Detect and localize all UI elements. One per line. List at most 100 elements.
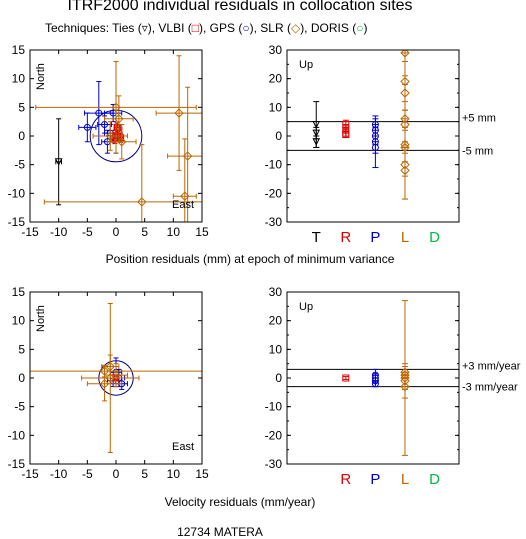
x-tick-label: 15: [195, 225, 209, 239]
legend-part: ), DORIS (: [300, 21, 357, 35]
technique-column-label: T: [312, 229, 321, 246]
y-tick-label: 0: [275, 371, 282, 385]
east-label: East: [172, 199, 194, 211]
gps-point: [101, 121, 109, 129]
vlbi-point: [342, 131, 350, 139]
pos-up-panel: +5 mm -5 mm -30 -20 -10 0 10 20 30 T R P L D Up: [265, 43, 496, 246]
y-tick-label: 0: [18, 371, 25, 385]
east-label: East: [172, 441, 194, 453]
legend-part: ○: [356, 21, 364, 35]
y-tick-label: -10: [265, 158, 283, 172]
vlbi-point: [342, 374, 350, 382]
ties-point: [54, 158, 63, 166]
position-x-label: Position residuals (mm) at epoch of mini…: [105, 252, 395, 266]
y-tick-label: 20: [269, 314, 283, 328]
x-tick-label: -5: [82, 467, 93, 481]
y-tick-label: 10: [12, 72, 26, 86]
up-label: Up: [299, 301, 313, 313]
y-tick-label: -5: [14, 400, 25, 414]
reference-label: -5 mm: [462, 145, 493, 157]
station-label: 12734 MATERA: [177, 525, 263, 539]
x-tick-label: 10: [167, 225, 181, 239]
slr-point: [105, 131, 115, 141]
x-tick-label: -5: [82, 225, 93, 239]
ties-point: [312, 129, 321, 138]
vlbi-point: [113, 123, 121, 131]
plot-frame: [286, 49, 460, 223]
ties-point: [312, 138, 321, 146]
x-tick-label: 10: [167, 467, 181, 481]
y-tick-label: -30: [265, 215, 283, 229]
x-tick-label: -10: [50, 225, 68, 239]
slr-point: [105, 361, 115, 372]
y-tick-label: -20: [265, 428, 283, 442]
slr-point: [137, 197, 147, 207]
y-tick-label: 20: [269, 72, 283, 86]
technique-column-label: R: [340, 471, 351, 488]
x-tick-label: 0: [113, 225, 120, 239]
x-tick-label: -15: [21, 225, 39, 239]
y-tick-label: 5: [18, 100, 25, 114]
y-tick-label: 30: [269, 43, 283, 57]
vel-horizontal-panel: -15 -10 -5 0 5 10 15 -15 -10 -5 0 5 10 15 North East: [8, 285, 209, 481]
technique-legend: Techniques: Ties (▿), VLBI (□), GPS (○),…: [45, 21, 367, 35]
y-tick-label: 0: [18, 129, 25, 143]
y-tick-label: 10: [269, 342, 283, 356]
x-tick-label: 5: [141, 467, 148, 481]
technique-column-label: L: [401, 229, 409, 246]
y-tick-label: -30: [265, 457, 283, 471]
slr-point: [111, 370, 121, 380]
gps-point: [371, 143, 379, 151]
slr-point: [174, 108, 184, 118]
pos-horizontal-panel: -15 -10 -5 0 5 10 15 -15 -10 -5 0 5 10 15 North East: [8, 43, 209, 239]
x-tick-label: 15: [195, 467, 209, 481]
y-tick-label: 30: [269, 285, 283, 299]
legend-part: □: [191, 21, 200, 35]
plot-area: [287, 50, 459, 200]
reference-label: +5 mm: [462, 113, 496, 125]
technique-column-label: L: [401, 471, 409, 488]
y-tick-label: 15: [12, 285, 26, 299]
legend-part: Techniques: Ties (: [45, 21, 142, 35]
slr-point: [400, 139, 410, 150]
y-tick-label: 5: [18, 342, 25, 356]
legend-part: ◇: [290, 21, 301, 35]
y-tick-label: -15: [8, 215, 26, 229]
slr-point: [99, 379, 110, 389]
plot-area: [287, 300, 459, 456]
slr-point: [400, 381, 410, 392]
plot-area: [30, 302, 202, 454]
slr-point: [180, 191, 190, 201]
legend-part: ▿: [141, 21, 148, 35]
legend-part: ), SLR (: [249, 21, 291, 35]
ties-point: [312, 121, 321, 129]
y-tick-label: 10: [12, 314, 26, 328]
legend-part: ): [363, 21, 368, 35]
gps-point: [83, 123, 91, 131]
gps-point: [371, 132, 379, 140]
y-tick-label: -10: [265, 400, 283, 414]
vlbi-point: [117, 134, 125, 142]
reference-label: +3 mm/year: [462, 360, 521, 372]
gps-point: [95, 109, 103, 117]
slr-point: [117, 137, 127, 147]
north-label: North: [35, 63, 47, 90]
plot-frame: [29, 291, 203, 465]
legend-part: ○: [242, 21, 250, 35]
plot-area: [35, 55, 202, 222]
slr-point: [114, 114, 124, 124]
x-tick-label: 0: [113, 467, 120, 481]
legend-part: ), VLBI (: [147, 21, 192, 35]
y-tick-label: -10: [8, 186, 26, 200]
technique-column-label: P: [370, 471, 380, 488]
y-tick-label: 10: [269, 100, 283, 114]
x-tick-label: -10: [50, 467, 68, 481]
page-title: ITRF2000 individual residuals in colloca…: [67, 0, 413, 14]
y-tick-label: -5: [14, 158, 25, 172]
y-tick-label: -10: [8, 428, 26, 442]
technique-column-label: R: [340, 229, 351, 246]
slr-point: [400, 165, 410, 176]
x-tick-label: 5: [141, 225, 148, 239]
gps-point: [371, 380, 379, 388]
up-label: Up: [299, 59, 313, 71]
